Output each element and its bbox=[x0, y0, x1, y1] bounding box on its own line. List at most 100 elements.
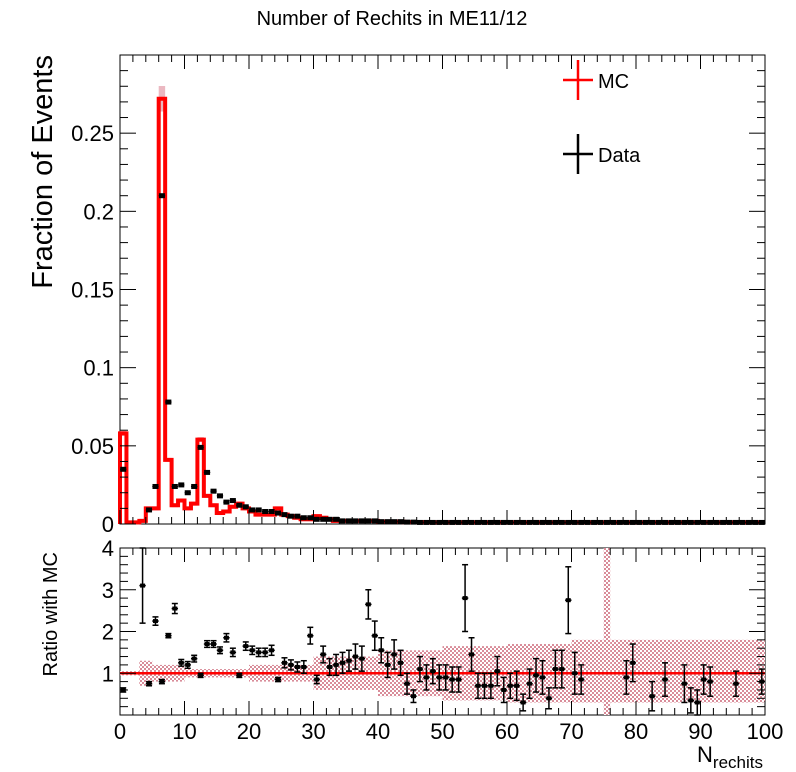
ratio-point bbox=[140, 583, 146, 588]
top-x-axis-ticks bbox=[119, 55, 766, 524]
top-y-tick-label: 0.15 bbox=[71, 278, 114, 303]
ratio-point bbox=[494, 669, 500, 674]
x-axis-label-subscript: rechits bbox=[713, 753, 763, 772]
top-y-tick-label: 0.1 bbox=[83, 356, 114, 381]
legend-mc-label: MC bbox=[598, 71, 629, 93]
ratio-y-axis-ticks: 1 2 3 4 bbox=[102, 536, 765, 716]
ratio-point bbox=[159, 679, 165, 684]
ratio-point bbox=[701, 677, 707, 682]
ratio-point bbox=[449, 677, 455, 682]
ratio-point bbox=[462, 596, 468, 601]
x-tick-label: 0 bbox=[114, 719, 126, 744]
ratio-point bbox=[501, 687, 507, 692]
ratio-y-axis-label: Ratio with MC bbox=[40, 552, 62, 676]
ratio-point bbox=[475, 683, 481, 688]
ratio-point bbox=[262, 650, 268, 655]
ratio-point bbox=[707, 679, 713, 684]
mc-histogram bbox=[118, 96, 765, 525]
ratio-point bbox=[217, 648, 223, 653]
ratio-point bbox=[340, 660, 346, 665]
ratio-band-segment bbox=[636, 639, 701, 703]
ratio-point bbox=[178, 660, 184, 665]
ratio-point bbox=[559, 667, 565, 672]
ratio-point bbox=[211, 642, 217, 647]
ratio-points bbox=[120, 547, 765, 716]
ratio-point bbox=[256, 650, 262, 655]
ratio-point bbox=[165, 633, 171, 638]
ratio-point bbox=[733, 681, 739, 686]
ratio-point bbox=[423, 675, 429, 680]
top-y-tick-label: 0 bbox=[102, 512, 114, 537]
ratio-point bbox=[275, 677, 281, 682]
ratio-point bbox=[488, 683, 494, 688]
ratio-point bbox=[649, 694, 655, 699]
ratio-point bbox=[281, 660, 287, 665]
top-y-tick-label: 0.05 bbox=[71, 434, 114, 459]
x-tick-label: 20 bbox=[237, 719, 261, 744]
ratio-point bbox=[469, 652, 475, 657]
ratio-point bbox=[404, 681, 410, 686]
ratio-point bbox=[398, 660, 404, 665]
ratio-point bbox=[681, 681, 687, 686]
ratio-point bbox=[565, 598, 571, 603]
top-y-tick-label: 0.2 bbox=[83, 199, 114, 224]
ratio-point bbox=[572, 671, 578, 676]
x-tick-label: 30 bbox=[301, 719, 325, 744]
ratio-point bbox=[507, 683, 513, 688]
x-axis-label: Nrechits bbox=[697, 742, 763, 772]
ratio-point bbox=[294, 664, 300, 669]
ratio-point bbox=[436, 675, 442, 680]
ratio-point bbox=[578, 677, 584, 682]
ratio-point bbox=[662, 677, 668, 682]
x-tick-label: 60 bbox=[495, 719, 519, 744]
ratio-point bbox=[546, 696, 552, 701]
top-panel-frame bbox=[119, 54, 766, 525]
data-points bbox=[120, 193, 765, 525]
ratio-y-tick-label: 3 bbox=[102, 578, 114, 603]
ratio-point bbox=[198, 673, 204, 678]
ratio-point bbox=[320, 652, 326, 657]
ratio-point bbox=[443, 675, 449, 680]
ratio-point bbox=[378, 648, 384, 653]
ratio-point bbox=[230, 650, 236, 655]
ratio-point bbox=[539, 675, 545, 680]
ratio-point bbox=[333, 662, 339, 667]
ratio-mc-band bbox=[120, 548, 765, 715]
ratio-point bbox=[352, 654, 358, 659]
ratio-point bbox=[223, 635, 229, 640]
ratio-point bbox=[191, 656, 197, 661]
ratio-point bbox=[417, 667, 423, 672]
ratio-point bbox=[152, 619, 158, 624]
ratio-point bbox=[346, 658, 352, 663]
ratio-band-segment bbox=[610, 639, 636, 703]
ratio-point bbox=[527, 681, 533, 686]
x-tick-label: 50 bbox=[430, 719, 454, 744]
ratio-point bbox=[391, 652, 397, 657]
ratio-point bbox=[430, 669, 436, 674]
chart-title: Number of Rechits in ME11/12 bbox=[257, 8, 528, 30]
top-y-axis-label: Fraction of Events bbox=[27, 55, 59, 289]
ratio-point bbox=[204, 642, 210, 647]
x-tick-label: 80 bbox=[624, 719, 648, 744]
top-y-axis-ticks: 0 0.05 0.1 0.15 0.2 0.25 bbox=[71, 54, 765, 537]
x-axis-label-main: N bbox=[697, 742, 713, 767]
legend: MC Data bbox=[563, 60, 641, 174]
ratio-point bbox=[236, 673, 242, 678]
ratio-y-tick-label: 1 bbox=[102, 661, 114, 686]
ratio-band-segment bbox=[603, 548, 611, 715]
ratio-point bbox=[288, 662, 294, 667]
ratio-band-segment bbox=[700, 639, 765, 703]
ratio-point bbox=[688, 698, 694, 703]
ratio-x-axis-ticks: 0 10 20 30 40 50 60 70 80 90 100 bbox=[114, 548, 783, 744]
ratio-point bbox=[514, 683, 520, 688]
ratio-point bbox=[301, 664, 307, 669]
legend-item-mc: MC bbox=[563, 60, 629, 100]
ratio-point bbox=[314, 677, 320, 682]
mc-uncertainty-band bbox=[120, 86, 765, 525]
legend-data-label: Data bbox=[598, 145, 641, 167]
top-y-tick-label: 0.25 bbox=[71, 121, 114, 146]
ratio-y-tick-label: 2 bbox=[102, 620, 114, 645]
ratio-point bbox=[359, 656, 365, 661]
x-tick-label: 70 bbox=[559, 719, 583, 744]
